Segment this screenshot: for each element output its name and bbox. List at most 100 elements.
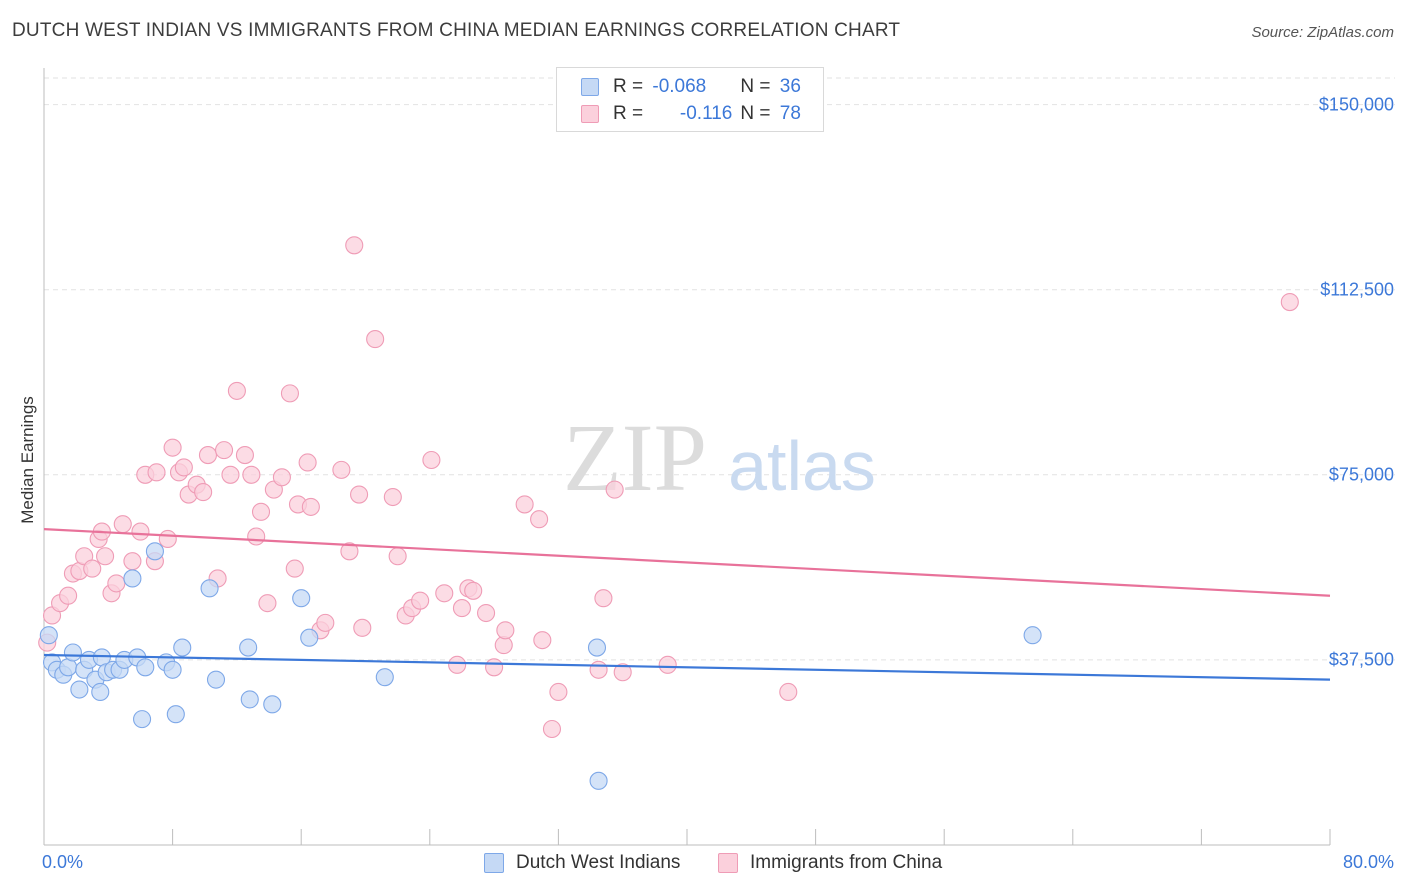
point-immigrants-from-china: [298, 453, 317, 472]
point-immigrants-from-china: [658, 655, 677, 674]
point-dutch-west-indians: [589, 771, 608, 790]
point-immigrants-from-china: [158, 529, 177, 549]
point-immigrants-from-china: [235, 446, 254, 465]
point-dutch-west-indians: [173, 638, 192, 657]
point-dutch-west-indians: [133, 710, 152, 729]
point-dutch-west-indians: [375, 668, 394, 687]
series-dutch-west-indians: [39, 542, 1042, 790]
point-immigrants-from-china: [174, 458, 193, 477]
y-tick-label: $112,500: [1320, 279, 1394, 300]
legend-swatch-pink: [581, 105, 599, 123]
point-immigrants-from-china: [353, 618, 372, 637]
point-immigrants-from-china: [542, 719, 562, 739]
trend-lines: [43, 528, 1331, 681]
point-immigrants-from-china: [422, 450, 441, 470]
point-dutch-west-indians: [587, 638, 607, 657]
trend-line-immigrants-from-china: [43, 528, 1331, 597]
point-immigrants-from-china: [485, 658, 504, 677]
point-immigrants-from-china: [332, 460, 351, 479]
point-immigrants-from-china: [247, 527, 266, 546]
point-dutch-west-indians: [166, 705, 185, 724]
point-dutch-west-indians: [240, 690, 259, 709]
point-immigrants-from-china: [301, 497, 320, 516]
bottom-legend-label-blue: Dutch West Indians: [516, 852, 681, 873]
point-immigrants-from-china: [345, 236, 364, 255]
point-immigrants-from-china: [464, 581, 483, 600]
point-dutch-west-indians: [263, 695, 282, 714]
point-immigrants-from-china: [123, 552, 142, 571]
point-immigrants-from-china: [242, 465, 261, 484]
point-dutch-west-indians: [123, 569, 142, 588]
point-immigrants-from-china: [107, 574, 126, 593]
point-immigrants-from-china: [227, 381, 246, 400]
y-tick-label: $37,500: [1328, 649, 1394, 670]
legend-row-pink: R = -0.116 N = 78: [581, 103, 801, 125]
point-dutch-west-indians: [163, 660, 182, 679]
y-tick-label: $75,000: [1328, 464, 1394, 485]
point-immigrants-from-china: [340, 542, 359, 561]
point-immigrants-from-china: [83, 559, 102, 578]
legend-swatch-blue: [581, 78, 599, 96]
legend-n-label: N =: [740, 103, 776, 124]
point-immigrants-from-china: [779, 682, 798, 702]
point-immigrants-from-china: [147, 463, 166, 482]
point-immigrants-from-china: [194, 483, 213, 502]
legend-n-value: 36: [779, 76, 801, 97]
point-immigrants-from-china: [272, 468, 291, 487]
point-immigrants-from-china: [435, 584, 454, 603]
legend-r-label: R =: [613, 76, 649, 97]
point-immigrants-from-china: [613, 663, 632, 682]
point-immigrants-from-china: [163, 438, 182, 457]
point-immigrants-from-china: [1280, 293, 1299, 312]
point-immigrants-from-china: [411, 591, 430, 610]
point-immigrants-from-china: [96, 547, 115, 566]
point-dutch-west-indians: [39, 626, 58, 645]
legend-r-value: -0.068: [652, 76, 707, 97]
point-immigrants-from-china: [113, 515, 132, 534]
trend-line-dutch-west-indians: [43, 653, 1331, 681]
watermark-zip: ZIP: [563, 404, 707, 511]
x-tick-max: 80.0%: [1342, 852, 1394, 872]
point-immigrants-from-china: [448, 655, 467, 674]
legend-row-blue: R = -0.068 N = 36: [581, 76, 801, 98]
point-immigrants-from-china: [452, 599, 472, 618]
point-immigrants-from-china: [221, 465, 240, 484]
point-immigrants-from-china: [549, 682, 568, 702]
bottom-legend-blue: Dutch West Indians: [484, 852, 680, 874]
point-immigrants-from-china: [131, 522, 150, 541]
x-tick-min: 0.0%: [42, 852, 84, 872]
bottom-legend-swatch-blue: [484, 853, 504, 873]
point-immigrants-from-china: [533, 631, 552, 650]
gridlines: [44, 77, 1395, 661]
point-dutch-west-indians: [206, 670, 226, 689]
point-immigrants-from-china: [515, 495, 534, 514]
y-tick-label: $150,000: [1318, 94, 1394, 115]
point-immigrants-from-china: [251, 502, 271, 521]
bottom-legend-swatch-pink: [718, 853, 738, 873]
axes: [43, 68, 1331, 846]
point-immigrants-from-china: [388, 547, 407, 566]
point-dutch-west-indians: [239, 638, 258, 657]
point-dutch-west-indians: [1023, 626, 1042, 645]
point-dutch-west-indians: [63, 643, 82, 662]
point-immigrants-from-china: [285, 559, 304, 578]
legend-n-label: N =: [740, 76, 776, 97]
point-immigrants-from-china: [477, 603, 496, 623]
legend-r-value: -0.116: [679, 103, 733, 124]
point-dutch-west-indians: [91, 682, 110, 702]
point-dutch-west-indians: [200, 579, 219, 598]
watermark-atlas: atlas: [728, 427, 876, 505]
series-immigrants-from-china: [38, 236, 1299, 739]
point-immigrants-from-china: [350, 485, 369, 504]
correlation-legend: R = -0.068 N = 36 R = -0.116 N = 78: [556, 67, 824, 132]
point-immigrants-from-china: [214, 441, 234, 460]
point-immigrants-from-china: [383, 487, 402, 507]
point-dutch-west-indians: [292, 589, 311, 608]
point-immigrants-from-china: [366, 330, 385, 349]
point-dutch-west-indians: [136, 658, 155, 677]
chart-title: DUTCH WEST INDIAN VS IMMIGRANTS FROM CHI…: [12, 20, 901, 41]
point-dutch-west-indians: [70, 680, 89, 699]
source-label: Source: ZipAtlas.com: [1251, 24, 1394, 41]
point-immigrants-from-china: [198, 446, 218, 465]
